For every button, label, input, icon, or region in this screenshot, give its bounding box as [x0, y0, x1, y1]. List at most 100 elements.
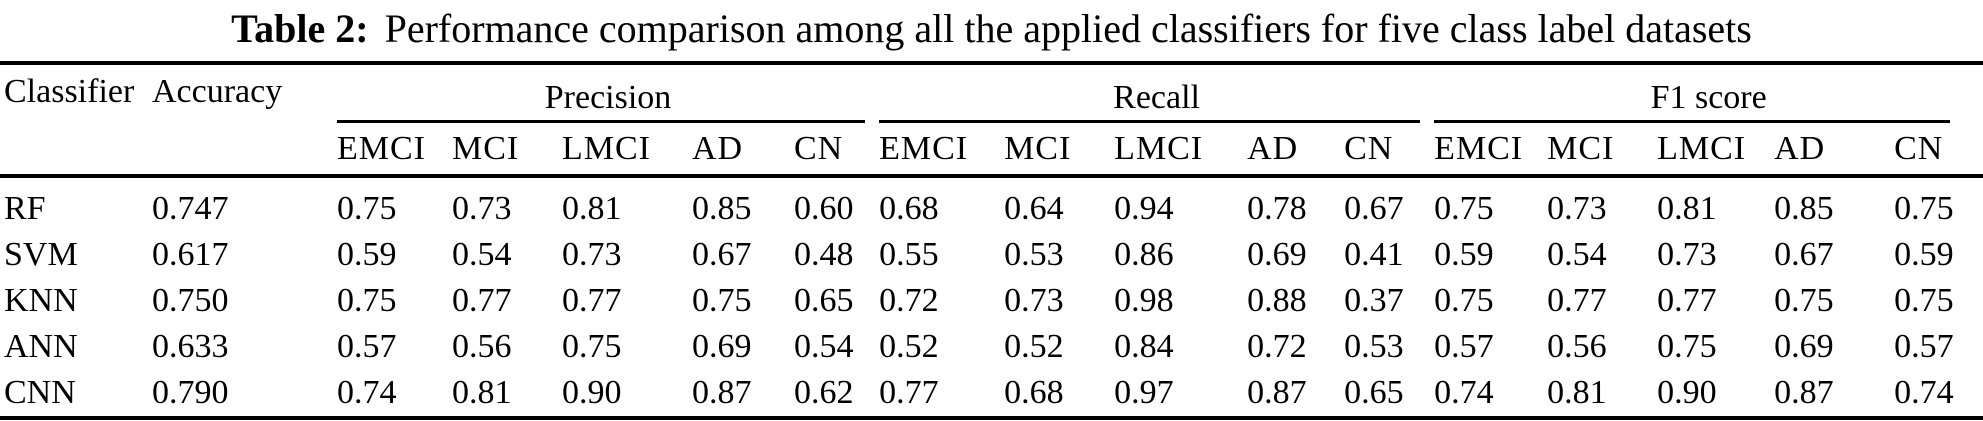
recall-cell: 0.53	[1344, 328, 1404, 365]
f1-cell: 0.75	[1657, 328, 1717, 365]
recall-cell: 0.77	[879, 374, 939, 411]
f1-cell: 0.59	[1894, 236, 1954, 273]
recall-cell: 0.72	[879, 282, 939, 319]
precision-emci-header: EMCI	[337, 129, 426, 167]
f1-cell: 0.90	[1657, 374, 1717, 411]
recall-cell: 0.72	[1247, 328, 1307, 365]
recall-ad-header: AD	[1247, 129, 1299, 167]
precision-cell: 0.81	[452, 374, 512, 411]
recall-cell: 0.52	[879, 328, 939, 365]
table-row: ANN 0.633 0.57 0.56 0.75 0.69 0.54 0.52 …	[0, 324, 1983, 370]
accuracy-cell: 0.790	[152, 374, 229, 411]
recall-cell: 0.94	[1114, 190, 1174, 227]
header-sub-row: EMCI MCI LMCI AD CN EMCI MCI LMCI AD CN …	[0, 123, 1983, 176]
precision-cell: 0.73	[452, 190, 512, 227]
precision-cell: 0.87	[692, 374, 752, 411]
f1-cell: 0.54	[1547, 236, 1607, 273]
recall-cell: 0.69	[1247, 236, 1307, 273]
precision-cell: 0.73	[562, 236, 622, 273]
recall-cell: 0.98	[1114, 282, 1174, 319]
f1-group-header: F1 score	[1434, 63, 1983, 123]
precision-cell: 0.85	[692, 190, 752, 227]
recall-group-header: Recall	[879, 63, 1434, 123]
precision-cell: 0.57	[337, 328, 397, 365]
precision-cell: 0.54	[794, 328, 854, 365]
table-row: CNN 0.790 0.74 0.81 0.90 0.87 0.62 0.77 …	[0, 370, 1983, 418]
recall-cell: 0.73	[1004, 282, 1064, 319]
classifier-cell: SVM	[4, 236, 78, 273]
precision-cell: 0.62	[794, 374, 854, 411]
f1-cell: 0.57	[1894, 328, 1954, 365]
header-group-row: Classifier Accuracy Precision Recall F1 …	[0, 63, 1983, 123]
f1-cell: 0.74	[1894, 374, 1954, 411]
f1-cell: 0.59	[1434, 236, 1494, 273]
f1-cell: 0.73	[1547, 190, 1607, 227]
table-row: SVM 0.617 0.59 0.54 0.73 0.67 0.48 0.55 …	[0, 232, 1983, 278]
f1-cell: 0.87	[1774, 374, 1834, 411]
classifier-cell: RF	[4, 190, 46, 227]
f1-cell: 0.75	[1894, 282, 1954, 319]
precision-cell: 0.65	[794, 282, 854, 319]
accuracy-cell: 0.633	[152, 328, 229, 365]
classifier-cell: CNN	[4, 374, 76, 411]
accuracy-column-header: Accuracy	[152, 73, 283, 110]
precision-mci-header: MCI	[452, 129, 520, 167]
precision-cell: 0.77	[562, 282, 622, 319]
f1-cell: 0.77	[1547, 282, 1607, 319]
f1-cell: 0.57	[1434, 328, 1494, 365]
recall-cell: 0.52	[1004, 328, 1064, 365]
classifier-column-header: Classifier	[4, 73, 135, 110]
recall-mci-header: MCI	[1004, 129, 1072, 167]
recall-cell: 0.87	[1247, 374, 1307, 411]
f1-lmci-header: LMCI	[1657, 129, 1747, 167]
f1-ad-header: AD	[1774, 129, 1826, 167]
precision-cell: 0.77	[452, 282, 512, 319]
precision-group-header: Precision	[337, 63, 879, 123]
recall-cell: 0.37	[1344, 282, 1404, 319]
f1-cell: 0.85	[1774, 190, 1834, 227]
f1-cell: 0.69	[1774, 328, 1834, 365]
f1-cell: 0.75	[1774, 282, 1834, 319]
precision-cn-header: CN	[794, 129, 844, 167]
recall-cell: 0.86	[1114, 236, 1174, 273]
recall-cell: 0.41	[1344, 236, 1404, 273]
accuracy-cell: 0.750	[152, 282, 229, 319]
recall-cell: 0.55	[879, 236, 939, 273]
performance-table: Classifier Accuracy Precision Recall F1 …	[0, 61, 1983, 420]
f1-cell: 0.81	[1547, 374, 1607, 411]
table-caption-label: Table 2:	[231, 6, 369, 51]
precision-cell: 0.56	[452, 328, 512, 365]
table-row: RF 0.747 0.75 0.73 0.81 0.85 0.60 0.68 0…	[0, 176, 1983, 232]
f1-cell: 0.74	[1434, 374, 1494, 411]
recall-cell: 0.53	[1004, 236, 1064, 273]
f1-cell: 0.73	[1657, 236, 1717, 273]
classifier-cell: ANN	[4, 328, 78, 365]
precision-cell: 0.60	[794, 190, 854, 227]
accuracy-cell: 0.747	[152, 190, 229, 227]
precision-ad-header: AD	[692, 129, 744, 167]
recall-cell: 0.68	[1004, 374, 1064, 411]
f1-cell: 0.77	[1657, 282, 1717, 319]
f1-cell: 0.56	[1547, 328, 1607, 365]
recall-lmci-header: LMCI	[1114, 129, 1204, 167]
precision-cell: 0.75	[692, 282, 752, 319]
recall-cell: 0.65	[1344, 374, 1404, 411]
table-caption: Table 2: Performance comparison among all…	[0, 0, 1983, 61]
accuracy-cell: 0.617	[152, 236, 229, 273]
recall-cell: 0.67	[1344, 190, 1404, 227]
f1-cell: 0.75	[1434, 190, 1494, 227]
f1-cn-header: CN	[1894, 129, 1944, 167]
classifier-cell: KNN	[4, 282, 78, 319]
precision-cell: 0.48	[794, 236, 854, 273]
precision-cell: 0.75	[337, 190, 397, 227]
precision-cell: 0.90	[562, 374, 622, 411]
recall-cell: 0.64	[1004, 190, 1064, 227]
f1-cell: 0.81	[1657, 190, 1717, 227]
table-row: KNN 0.750 0.75 0.77 0.77 0.75 0.65 0.72 …	[0, 278, 1983, 324]
recall-emci-header: EMCI	[879, 129, 969, 167]
precision-cell: 0.74	[337, 374, 397, 411]
precision-cell: 0.54	[452, 236, 512, 273]
table-caption-text: Performance comparison among all the app…	[384, 6, 1752, 51]
recall-cell: 0.68	[879, 190, 939, 227]
precision-lmci-header: LMCI	[562, 129, 651, 167]
